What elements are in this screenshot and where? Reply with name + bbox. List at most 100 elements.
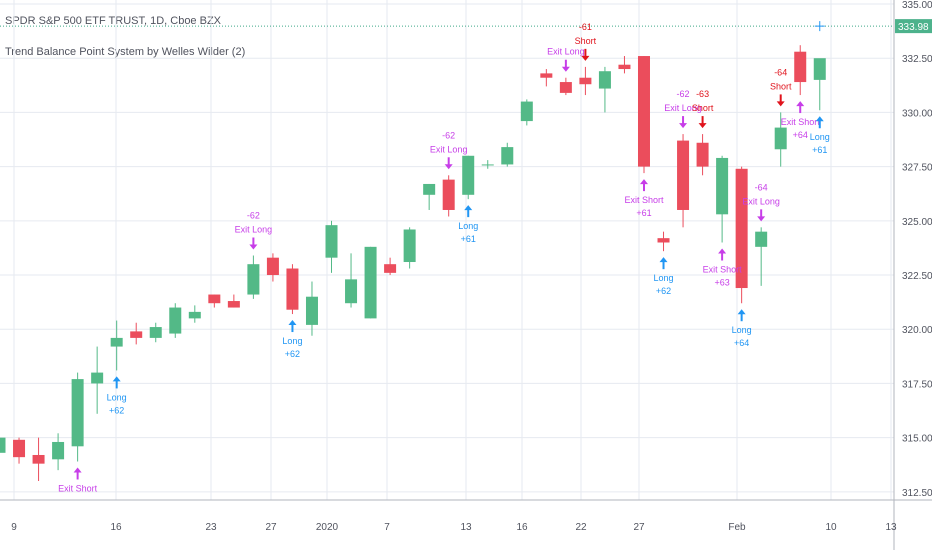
signal-label: Short xyxy=(770,81,792,91)
time-axis[interactable]: 9 16 23 27 2020 7 13 16 22 27 Feb 10 13 xyxy=(0,499,932,533)
candle-body xyxy=(559,82,572,93)
time-tick-label: 23 xyxy=(205,522,217,533)
signal-short: Short -63 xyxy=(692,89,714,129)
price-tick-label: 317.50 xyxy=(902,379,932,390)
signal-arrow-head xyxy=(737,309,746,315)
candle-body xyxy=(0,437,6,453)
candles xyxy=(0,45,826,481)
signal-label: Long xyxy=(732,325,752,335)
signal-value: -63 xyxy=(696,89,709,99)
signal-arrow-head xyxy=(73,467,82,473)
candle-body xyxy=(442,179,455,210)
time-tick-label: 2020 xyxy=(316,522,339,533)
candle-body xyxy=(735,168,748,289)
signal-exit-short: Exit Short +64 xyxy=(781,101,821,140)
signal-label: Exit Short xyxy=(624,195,664,205)
signal-label: Long xyxy=(458,221,478,231)
signal-short: Short -61 xyxy=(575,22,597,61)
candle-body xyxy=(501,147,514,165)
candle-body xyxy=(579,77,592,85)
candle-body xyxy=(716,157,729,215)
candle-body xyxy=(598,71,611,89)
signal-arrow-head xyxy=(757,216,766,222)
signal-value: +61 xyxy=(812,145,827,155)
candle-body xyxy=(91,372,104,384)
signal-exit-long: Exit Long -62 xyxy=(664,89,702,129)
signal-exit-long: Exit Long -64 xyxy=(742,182,780,222)
signal-exit-long: Exit Long -62 xyxy=(235,211,272,250)
signal-exit-long: Exit Long xyxy=(547,47,585,72)
candle-body xyxy=(169,307,182,334)
signal-label: Exit Short xyxy=(781,117,821,127)
candle-body xyxy=(657,238,670,243)
signal-arrow-head xyxy=(698,123,707,129)
candle-body xyxy=(462,155,475,195)
price-tick-label: 315.00 xyxy=(902,434,932,445)
candle-body xyxy=(384,264,397,273)
signal-arrow-head xyxy=(815,116,824,122)
candle-body xyxy=(364,246,377,319)
signal-label: Short xyxy=(692,103,714,113)
candle-body xyxy=(325,225,338,258)
candle-body xyxy=(266,257,279,276)
time-tick-label: 27 xyxy=(633,522,645,533)
candle-body xyxy=(481,164,494,166)
signal-arrow-head xyxy=(718,248,727,254)
signal-label: Long xyxy=(810,132,830,142)
signal-exit-long: Exit Long -62 xyxy=(430,130,468,170)
candle-body xyxy=(149,327,162,338)
signal-arrow-head xyxy=(639,179,648,185)
price-tick-label: 327.50 xyxy=(902,163,932,174)
price-tick-label: 332.50 xyxy=(902,54,932,65)
candle-body xyxy=(618,64,631,70)
candle-body xyxy=(540,73,553,78)
price-tick-label: 330.00 xyxy=(902,108,932,119)
signal-long: Long +61 xyxy=(810,116,830,155)
signal-value: -62 xyxy=(442,130,455,140)
last-price-label: 333.98 xyxy=(898,22,929,33)
candle-body xyxy=(71,379,84,447)
signal-long: Long +64 xyxy=(732,309,752,348)
candle-body xyxy=(52,441,65,460)
candle-body xyxy=(813,58,826,80)
signal-long: Long +61 xyxy=(458,205,478,244)
signal-label: Exit Long xyxy=(430,144,468,154)
candle-body xyxy=(110,337,123,347)
signal-arrow-head xyxy=(659,257,668,263)
time-tick-label: 13 xyxy=(885,522,897,533)
signal-value: -64 xyxy=(774,67,787,77)
candle-body xyxy=(247,264,260,295)
candle-body xyxy=(305,296,318,325)
candle-body xyxy=(286,268,299,310)
signal-label: Exit Long xyxy=(664,103,702,113)
last-price-badge xyxy=(895,19,932,34)
signal-value: -62 xyxy=(677,89,690,99)
signal-value: +62 xyxy=(285,349,300,359)
signal-value: +61 xyxy=(636,208,651,218)
indicator-legend: Trend Balance Point System by Welles Wil… xyxy=(5,46,246,58)
signal-arrow-head xyxy=(249,244,258,250)
signal-value: -62 xyxy=(247,211,260,221)
signal-value: +63 xyxy=(714,278,729,288)
price-axis[interactable]: 312.50 315.00 317.50 320.00 322.50 325.00 327.… xyxy=(893,0,932,550)
signal-value: +61 xyxy=(461,234,476,244)
time-tick-label: 16 xyxy=(110,522,122,533)
candle-body xyxy=(755,231,768,247)
price-tick-label: 335.00 xyxy=(902,0,932,11)
signal-value: +62 xyxy=(109,405,124,415)
candle-body xyxy=(637,56,650,167)
signal-value: +62 xyxy=(656,286,671,296)
signal-label: Exit Long xyxy=(547,47,585,57)
candle-body xyxy=(227,301,240,308)
candle-body xyxy=(208,294,221,304)
signal-arrow-head xyxy=(112,376,121,382)
signal-arrow-head xyxy=(288,320,297,326)
signal-long: Long +62 xyxy=(107,376,127,415)
candle-body xyxy=(130,331,143,338)
price-tick-label: 322.50 xyxy=(902,271,932,282)
chart-title: SPDR S&P 500 ETF TRUST, 1D, Cboe BZX xyxy=(5,15,222,27)
signal-short: Short -64 xyxy=(770,67,792,107)
signal-arrow-head xyxy=(464,205,473,211)
signal-label: Exit Short xyxy=(58,483,98,493)
